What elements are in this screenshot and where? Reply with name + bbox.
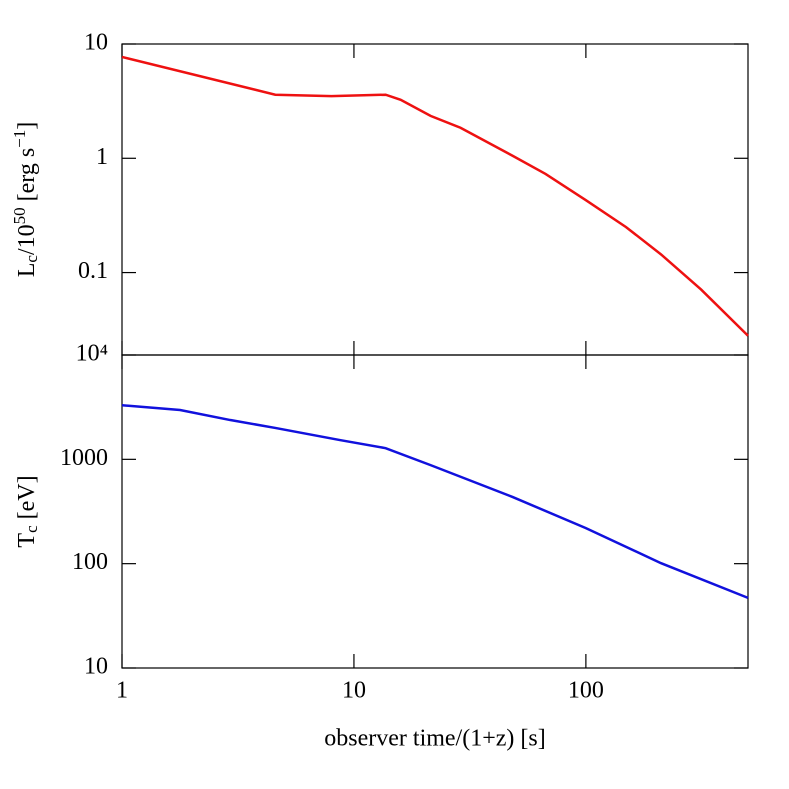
x-tick-label: 10: [342, 678, 366, 704]
y-label-part: −1: [10, 130, 29, 148]
y-tick-label: 100: [72, 549, 108, 575]
plot-frame: [121, 354, 749, 669]
y-label-part: L: [14, 263, 40, 278]
y-label-part: [eV]: [14, 475, 40, 525]
x-axis-label: observer time/(1+z) [s]: [324, 726, 545, 752]
y-tick-label: 10: [84, 30, 108, 56]
x-tick-label: 100: [568, 678, 604, 704]
y-label-part: c: [22, 525, 41, 533]
data-line: [121, 403, 749, 600]
y-tick-label: 1000: [60, 445, 108, 471]
y-axis-label: Lc/1050 [erg s−1]: [10, 122, 41, 278]
y-label-part: [erg s: [14, 148, 40, 208]
y-label-part: c: [22, 255, 41, 263]
y-label-part: /10: [14, 224, 40, 255]
y-label-part: 50: [10, 207, 29, 224]
y-tick-label: 10: [84, 654, 108, 680]
y-label-part: T: [14, 533, 40, 548]
y-axis-label: Tc [eV]: [14, 475, 42, 547]
x-tick-label: 1: [116, 678, 128, 704]
plot-frame: [121, 43, 749, 356]
y-label-part: ]: [14, 122, 40, 130]
y-tick-label: 0.1: [78, 258, 108, 284]
data-line: [121, 55, 749, 337]
y-tick-label: 10⁴: [76, 341, 108, 367]
y-tick-label: 1: [96, 144, 108, 170]
